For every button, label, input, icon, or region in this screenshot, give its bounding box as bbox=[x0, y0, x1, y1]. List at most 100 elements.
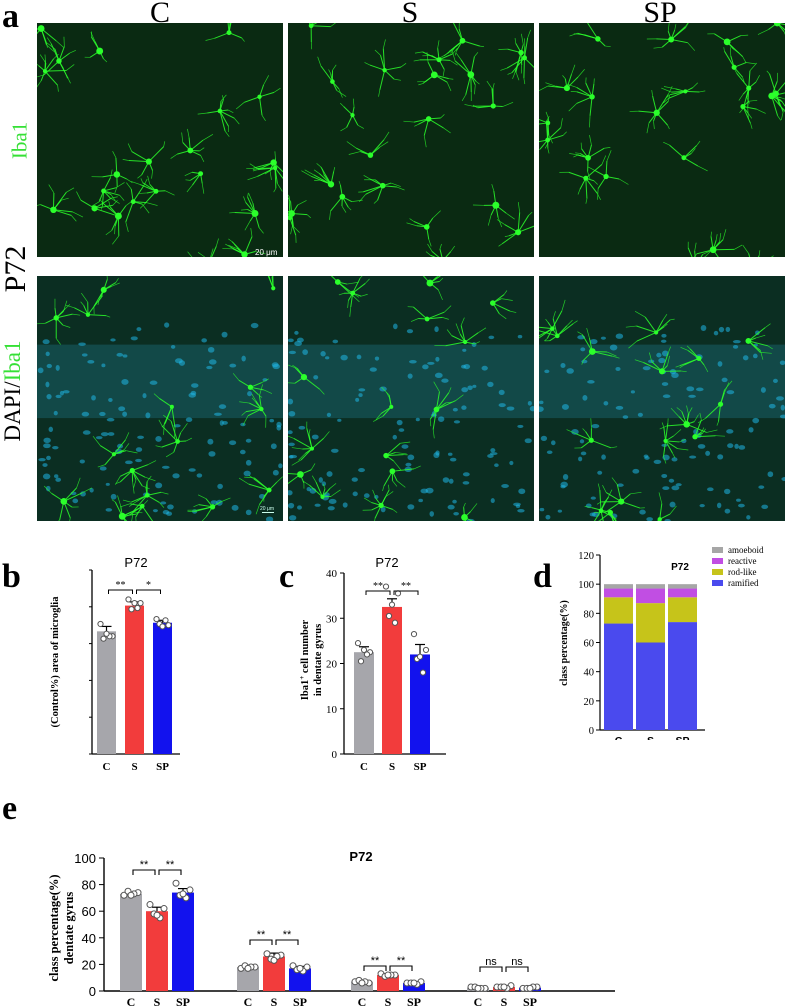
microglia-branch bbox=[410, 318, 419, 322]
microglia-process bbox=[445, 251, 452, 257]
microglia-process bbox=[587, 147, 605, 159]
dapi-nucleus bbox=[579, 439, 585, 444]
microglia-soma bbox=[350, 290, 356, 296]
dapi-nucleus bbox=[409, 360, 417, 364]
microglia-branch bbox=[505, 212, 515, 220]
microglia-process bbox=[769, 73, 777, 94]
dapi-nucleus bbox=[462, 481, 470, 485]
dapi-nucleus bbox=[191, 383, 199, 388]
microglia-branch bbox=[445, 401, 453, 404]
microglia-branch bbox=[288, 194, 290, 197]
microglia-branch bbox=[569, 153, 577, 155]
bar-SP bbox=[410, 654, 430, 754]
microglia-branch bbox=[393, 460, 402, 471]
microglia-cell bbox=[559, 155, 607, 204]
microglia-soma bbox=[461, 513, 468, 521]
microglia-branch bbox=[418, 83, 423, 86]
dapi-nucleus bbox=[732, 340, 741, 344]
dapi-nucleus bbox=[38, 458, 46, 462]
microglia-process bbox=[671, 90, 686, 93]
microglia-branch bbox=[155, 445, 162, 448]
microglia-branch bbox=[594, 511, 606, 514]
dapi-nucleus bbox=[122, 411, 128, 417]
data-point bbox=[172, 879, 180, 887]
dapi-nucleus bbox=[560, 362, 566, 368]
microglia-branch bbox=[413, 59, 421, 62]
microglia-cell bbox=[539, 64, 585, 92]
significance-label: ** bbox=[116, 580, 126, 591]
microglia-cell bbox=[37, 298, 81, 345]
data-point bbox=[500, 983, 508, 991]
significance-label: ** bbox=[397, 955, 406, 967]
y-tick-label: 60 bbox=[584, 639, 595, 650]
microglia-branch bbox=[716, 421, 719, 426]
microglia-branch bbox=[699, 412, 702, 420]
microglia-process bbox=[219, 110, 230, 127]
dapi-nucleus bbox=[506, 406, 515, 411]
microglia-cell bbox=[577, 327, 620, 365]
microglia-cell bbox=[745, 323, 773, 360]
microglia-soma bbox=[492, 201, 500, 209]
micrograph-background bbox=[539, 276, 785, 521]
microglia-process bbox=[386, 454, 404, 457]
microglia-process bbox=[609, 512, 615, 521]
dapi-nucleus bbox=[142, 393, 147, 399]
microglia-soma bbox=[37, 25, 45, 32]
microglia-branch bbox=[109, 197, 120, 204]
microglia-process bbox=[121, 515, 128, 521]
microglia-branch bbox=[667, 124, 670, 130]
y-tick-label: 30 bbox=[326, 613, 338, 625]
dapi-nucleus bbox=[462, 348, 467, 352]
microglia-branch bbox=[780, 99, 785, 107]
dapi-nucleus bbox=[587, 380, 595, 384]
significance-bracket bbox=[136, 589, 161, 594]
data-point bbox=[354, 640, 362, 647]
microglia-branch bbox=[693, 253, 697, 257]
microglia-branch bbox=[448, 78, 454, 80]
microglia-branch bbox=[528, 211, 533, 216]
microglia-branch bbox=[427, 243, 433, 252]
dapi-nucleus bbox=[161, 465, 170, 469]
y-axis-label: class percentage(%) bbox=[559, 600, 570, 686]
microglia-branch bbox=[442, 69, 445, 77]
microglia-branch bbox=[734, 244, 743, 250]
microglia-process bbox=[524, 57, 534, 69]
microglia-process bbox=[352, 277, 361, 294]
dapi-nucleus bbox=[208, 359, 217, 365]
dapi-nucleus bbox=[427, 361, 435, 365]
microglia-branch bbox=[667, 23, 670, 32]
dapi-nucleus bbox=[616, 483, 624, 487]
dapi-nucleus bbox=[327, 506, 335, 511]
microglia-branch bbox=[317, 56, 322, 67]
microglia-process bbox=[130, 494, 148, 503]
microglia-soma bbox=[696, 355, 702, 361]
bar-S bbox=[125, 605, 144, 754]
microglia-branch bbox=[220, 94, 227, 102]
microglia-branch bbox=[544, 143, 549, 149]
microglia-soma bbox=[731, 64, 737, 70]
data-point bbox=[263, 950, 271, 958]
dapi-nucleus bbox=[59, 390, 64, 396]
microglia-branch bbox=[552, 311, 556, 319]
microglia-branch bbox=[158, 419, 163, 427]
dapi-nucleus bbox=[99, 466, 107, 471]
microglia-branch bbox=[347, 206, 352, 211]
microglia-cell bbox=[317, 56, 347, 98]
dapi-nucleus bbox=[288, 410, 296, 417]
microglia-branch bbox=[596, 193, 601, 200]
dapi-nucleus bbox=[407, 373, 413, 379]
significance-label: ** bbox=[257, 929, 266, 941]
dapi-nucleus bbox=[509, 460, 514, 466]
data-point bbox=[358, 979, 366, 987]
microglia-process bbox=[413, 306, 428, 320]
microglia-cell bbox=[187, 238, 219, 257]
dapi-nucleus bbox=[615, 366, 621, 371]
microglia-branch bbox=[92, 435, 101, 446]
dapi-nucleus bbox=[294, 330, 299, 335]
microglia-branch bbox=[715, 435, 725, 437]
dapi-nucleus bbox=[557, 509, 563, 513]
dapi-nucleus bbox=[207, 346, 215, 353]
dapi-nucleus bbox=[288, 350, 296, 355]
microglia-branch bbox=[37, 74, 45, 78]
microglia-branch bbox=[429, 419, 432, 427]
